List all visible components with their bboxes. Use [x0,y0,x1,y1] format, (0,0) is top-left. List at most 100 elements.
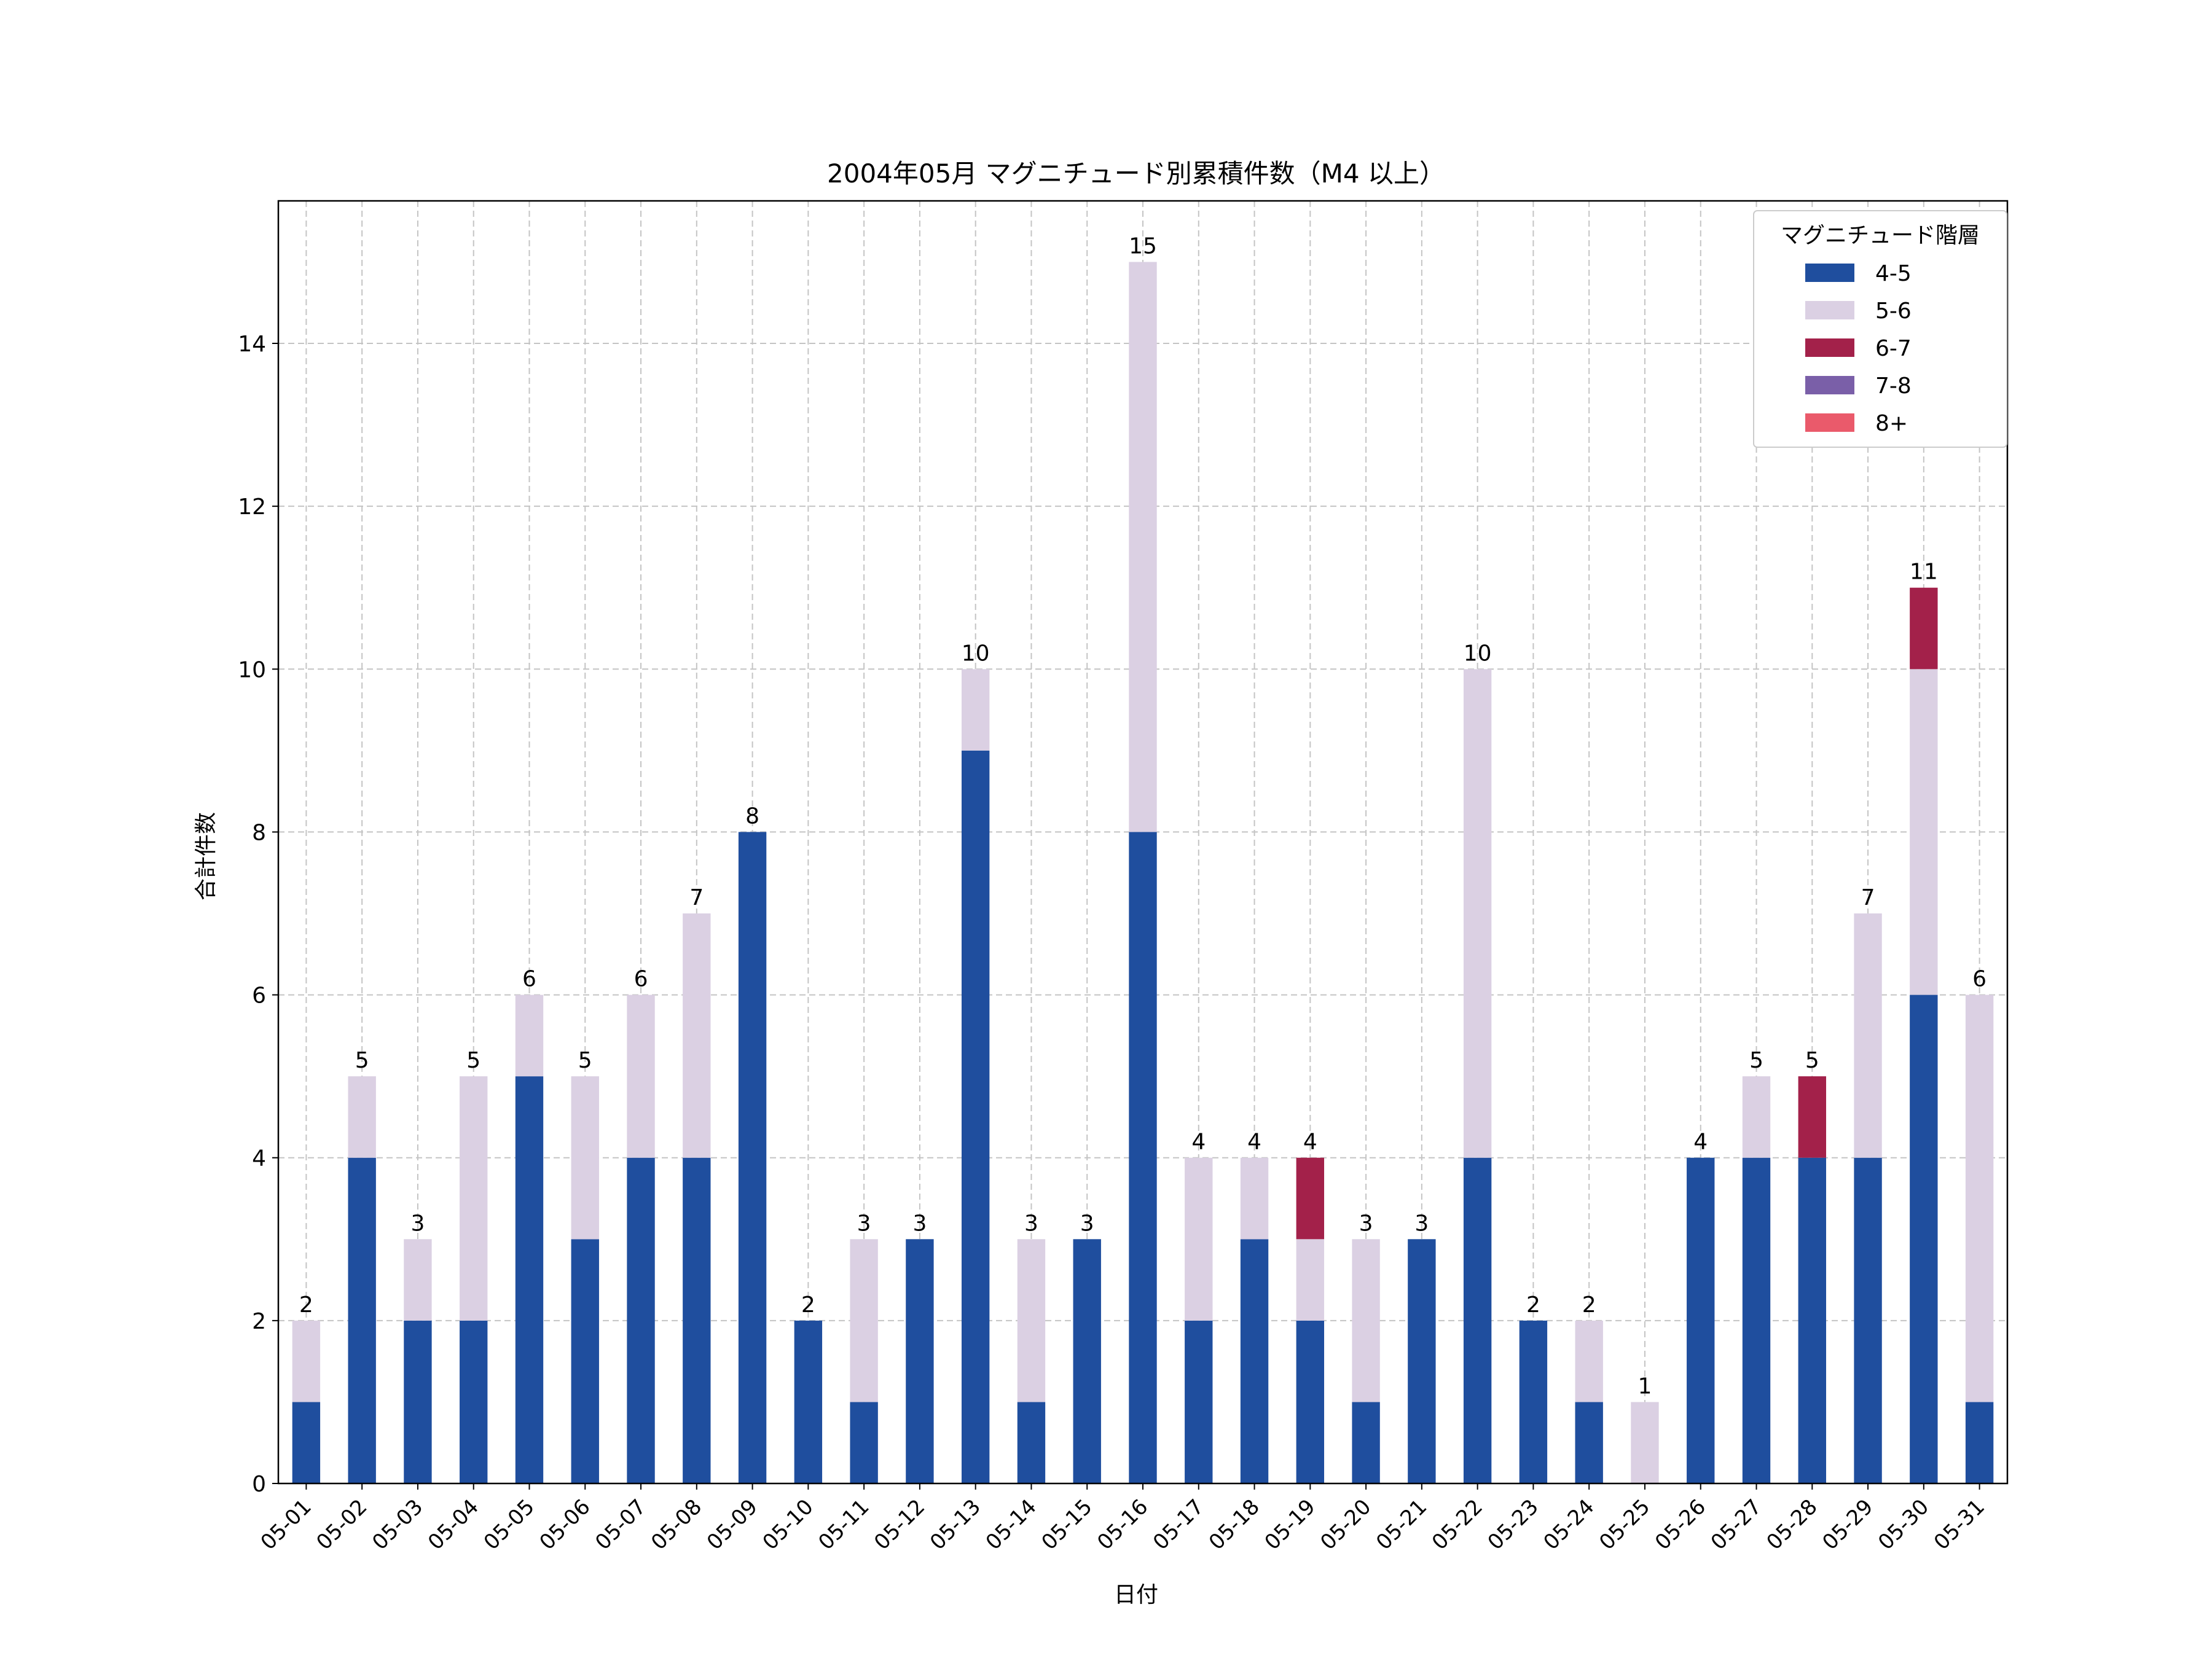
bar-segment [1742,1157,1771,1483]
bar-segment [961,750,990,1483]
legend-label: 6-7 [1875,336,1912,361]
bar-segment [1519,1320,1548,1483]
bar-segment [738,832,767,1483]
bar-segment [404,1239,432,1321]
bar-segment [571,1076,599,1240]
bar-segment [1798,1157,1826,1483]
total-label: 6 [634,967,648,992]
y-tick-label: 4 [252,1146,266,1171]
total-label: 2 [801,1292,815,1318]
bar-segment [404,1320,432,1483]
bar-segment [1017,1239,1046,1402]
bar-segment [1631,1402,1659,1483]
bar-segment [1240,1157,1269,1240]
bar-segment [1463,669,1492,1158]
total-label: 3 [1359,1211,1373,1236]
bar-segment [1910,587,1938,670]
y-axis-label: 合計件数 [194,812,219,901]
bar-segment [1965,995,1994,1402]
total-label: 7 [1861,885,1875,910]
bar-segment [1240,1239,1269,1483]
bar-segment [460,1320,488,1483]
legend-label: 7-8 [1875,373,1912,399]
total-label: 10 [962,641,990,666]
bar-segment [1798,1076,1826,1158]
bar-segment [1687,1157,1715,1483]
bar-segment [627,995,655,1158]
bar-segment [1185,1320,1213,1483]
total-label: 8 [745,803,759,829]
bars [292,262,1994,1483]
bar-segment [1017,1402,1046,1483]
total-label: 11 [1910,560,1938,585]
total-label: 15 [1129,233,1157,259]
bar-segment [1352,1402,1380,1483]
total-label: 6 [522,967,536,992]
legend-swatch [1805,301,1854,319]
y-tick-label: 10 [238,657,266,682]
total-label: 6 [1972,967,1986,992]
bar-segment [906,1239,934,1483]
data-labels: 2 5 3 5 6 5 6 7 8 2 3 3 10 3 3 15 4 4 4 3 3 10 2 2 1 4 5 5 7 11 6 [299,233,1986,1399]
total-label: 3 [1080,1211,1094,1236]
y-tick-label: 12 [238,494,266,520]
y-axis: 0 2 4 6 8 10 12 14 [238,332,278,1497]
bar-segment [1910,995,1938,1483]
total-label: 5 [355,1048,369,1073]
bar-segment [348,1076,376,1158]
legend-items: 4-5 5-6 6-7 7-8 8+ [1805,261,1912,436]
total-label: 2 [299,1292,313,1318]
bar-segment [627,1157,655,1483]
bar-segment [1910,669,1938,995]
bar-segment [794,1320,823,1483]
total-label: 4 [1191,1130,1206,1155]
legend-label: 8+ [1875,411,1908,436]
legend-title: マグニチュード階層 [1781,223,1980,248]
bar-segment [683,913,711,1158]
bar-segment [1129,262,1157,832]
total-label: 1 [1638,1374,1652,1399]
total-label: 5 [1749,1048,1763,1073]
total-label: 3 [857,1211,871,1236]
bar-segment [460,1076,488,1321]
total-label: 5 [466,1048,480,1073]
y-tick-label: 6 [252,983,266,1009]
legend-swatch [1805,338,1854,357]
y-tick-label: 0 [252,1472,266,1497]
bar-segment [1742,1076,1771,1158]
total-label: 3 [1024,1211,1038,1236]
x-axis-label: 日付 [1114,1582,1158,1608]
total-label: 3 [410,1211,425,1236]
bar-segment [1296,1157,1325,1240]
bar-segment [515,995,544,1077]
legend-swatch [1805,413,1854,432]
total-label: 10 [1464,641,1492,666]
bar-segment [1352,1239,1380,1402]
total-label: 2 [1526,1292,1540,1318]
bar-segment [1073,1239,1101,1483]
bar-segment [1854,1157,1882,1483]
bar-segment [961,669,990,751]
total-label: 7 [689,885,704,910]
bar-segment [1965,1402,1994,1483]
bar-segment [571,1239,599,1483]
legend-label: 4-5 [1875,261,1912,286]
bar-segment [683,1157,711,1483]
total-label: 5 [578,1048,592,1073]
total-label: 4 [1303,1130,1317,1155]
bar-segment [1185,1157,1213,1321]
bar-segment [1296,1320,1325,1483]
total-label: 5 [1805,1048,1819,1073]
bar-segment [1575,1402,1603,1483]
legend-swatch [1805,264,1854,282]
bar-segment [1129,832,1157,1483]
bar-segment [292,1320,321,1402]
y-tick-label: 2 [252,1309,266,1334]
total-label: 2 [1582,1292,1596,1318]
y-tick-label: 8 [252,820,266,845]
bar-segment [850,1402,878,1483]
bar-segment [1575,1320,1603,1402]
total-label: 4 [1693,1130,1708,1155]
